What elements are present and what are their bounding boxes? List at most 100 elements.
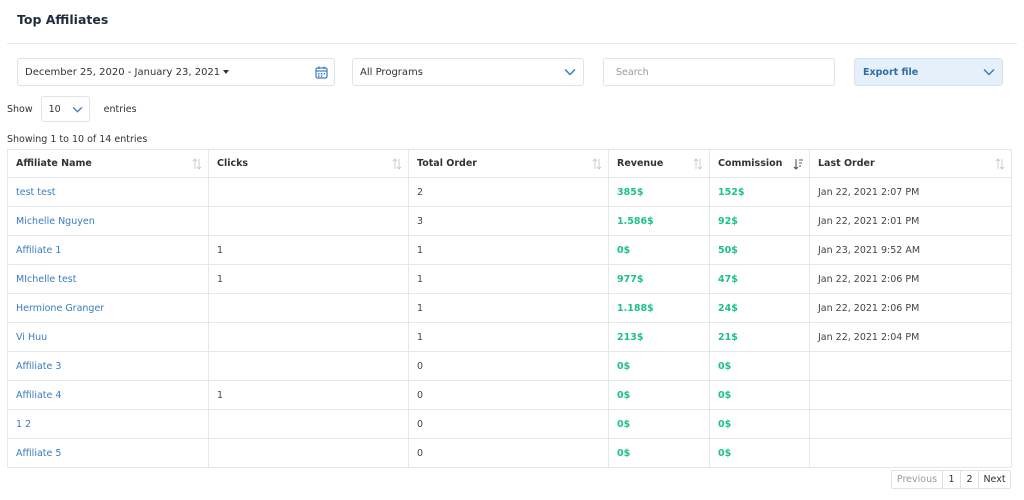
entries-select[interactable]: 10 [40,96,90,122]
revenue-cell: 385$ [608,177,710,207]
commission-cell: 50$ [709,235,810,265]
total-order-cell: 0 [408,380,609,410]
header-label: Commission [718,158,783,169]
sort-icon [693,158,703,170]
column-header-commission[interactable]: Commission [709,149,810,178]
export-file-button[interactable]: Export file [854,58,1003,86]
affiliate-name-cell[interactable]: Affiliate 5 [7,438,209,468]
affiliate-name-cell[interactable]: 1 2 [7,409,209,439]
total-order-cell: 3 [408,206,609,236]
clicks-cell [208,322,409,352]
commission-cell: 47$ [709,264,810,294]
clicks-cell [208,177,409,207]
column-header-clicks[interactable]: Clicks [208,149,409,178]
header-divider [7,43,1017,44]
clicks-cell: 1 [208,235,409,265]
table-row: Affiliate 3 0 0$ 0$ [7,351,1012,381]
column-header-total-order[interactable]: Total Order [408,149,609,178]
revenue-cell: 0$ [608,438,710,468]
sort-desc-icon [793,159,803,170]
sort-icon [392,158,402,170]
total-order-cell: 0 [408,351,609,381]
table-row: Vi Huu 1 213$ 21$ Jan 22, 2021 2:04 PM [7,322,1012,352]
revenue-cell: 213$ [608,322,710,352]
page-2-button[interactable]: 2 [961,471,979,488]
table-row: MIchelle test 1 1 977$ 47$ Jan 22, 2021 2:06 … [7,264,1012,294]
entries-label: entries [103,103,137,115]
revenue-cell: 0$ [608,409,710,439]
chevron-down-icon [71,102,85,116]
previous-page-button[interactable]: Previous [892,471,943,488]
sort-icon [192,158,202,170]
revenue-cell: 977$ [608,264,710,294]
chevron-down-icon [982,65,996,79]
sort-icon [995,158,1005,170]
clicks-cell: 1 [208,380,409,410]
header-label: Affiliate Name [16,158,92,169]
show-label: Show [7,103,33,115]
sort-icon [592,158,602,170]
revenue-cell: 0$ [608,235,710,265]
affiliate-name-cell[interactable]: Affiliate 4 [7,380,209,410]
affiliates-table: Affiliate Name Clicks Total Order Revenu… [7,149,1012,468]
clicks-cell [208,206,409,236]
header-label: Clicks [217,158,249,169]
column-header-last-order[interactable]: Last Order [809,149,1012,178]
revenue-cell: 0$ [608,380,710,410]
total-order-cell: 0 [408,409,609,439]
total-order-cell: 1 [408,264,609,294]
search-box[interactable] [603,58,835,86]
commission-cell: 152$ [709,177,810,207]
search-input[interactable] [616,66,822,78]
entries-length-control: Show 10 entries [7,96,137,122]
affiliate-name-cell[interactable]: MIchelle test [7,264,209,294]
affiliate-name-cell[interactable]: Vi Huu [7,322,209,352]
last-order-cell: Jan 22, 2021 2:04 PM [809,322,1012,352]
affiliate-name-cell[interactable]: Affiliate 1 [7,235,209,265]
last-order-cell [809,409,1012,439]
last-order-cell: Jan 22, 2021 2:06 PM [809,293,1012,323]
programs-select-value: All Programs [360,66,423,78]
pagination: Previous 1 2 Next [891,470,1011,489]
clicks-cell [208,293,409,323]
page-1-button[interactable]: 1 [943,471,961,488]
chevron-down-icon [563,65,577,79]
next-page-button[interactable]: Next [983,474,1006,485]
total-order-cell: 1 [408,235,609,265]
calendar-icon[interactable] [314,65,328,79]
header-label: Last Order [818,158,875,169]
table-header-row: Affiliate Name Clicks Total Order Revenu… [7,149,1012,178]
column-header-affiliate-name[interactable]: Affiliate Name [7,149,209,178]
total-order-cell: 1 [408,293,609,323]
clicks-cell [208,409,409,439]
programs-select[interactable]: All Programs [352,58,584,86]
entries-select-value: 10 [48,103,61,115]
last-order-cell: Jan 23, 2021 9:52 AM [809,235,1012,265]
date-range-value: December 25, 2020 - January 23, 2021 [25,66,221,78]
last-order-cell [809,438,1012,468]
table-row: 1 2 0 0$ 0$ [7,409,1012,439]
column-header-revenue[interactable]: Revenue [608,149,710,178]
last-order-cell: Jan 22, 2021 2:01 PM [809,206,1012,236]
table-row: Affiliate 4 1 0 0$ 0$ [7,380,1012,410]
commission-cell: 0$ [709,438,810,468]
table-row: Michelle Nguyen 3 1.586$ 92$ Jan 22, 2021 2:… [7,206,1012,236]
last-order-cell [809,380,1012,410]
clicks-cell [208,438,409,468]
table-info: Showing 1 to 10 of 14 entries [7,134,148,145]
revenue-cell: 0$ [608,351,710,381]
affiliate-name-cell[interactable]: Michelle Nguyen [7,206,209,236]
date-range-picker[interactable]: December 25, 2020 - January 23, 2021 [17,58,335,86]
total-order-cell: 0 [408,438,609,468]
affiliate-name-cell[interactable]: Hermione Granger [7,293,209,323]
caret-down-icon [223,70,230,74]
header-label: Revenue [617,158,664,169]
last-order-cell: Jan 22, 2021 2:06 PM [809,264,1012,294]
header-label: Total Order [417,158,477,169]
revenue-cell: 1.586$ [608,206,710,236]
commission-cell: 24$ [709,293,810,323]
affiliate-name-cell[interactable]: Affiliate 3 [7,351,209,381]
affiliate-name-cell[interactable]: test test [7,177,209,207]
clicks-cell: 1 [208,264,409,294]
total-order-cell: 2 [408,177,609,207]
